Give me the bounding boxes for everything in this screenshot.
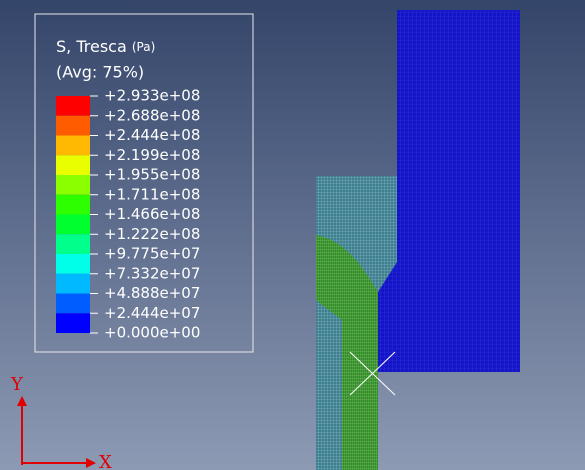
legend-level: +2.199e+08: [104, 146, 200, 164]
legend-unit: (Pa): [132, 40, 155, 54]
legend-level: +0.000e+00: [104, 324, 200, 342]
legend-swatch: [56, 116, 90, 136]
legend-swatch: [56, 96, 90, 116]
legend-level: +9.775e+07: [104, 245, 200, 263]
legend-swatch: [56, 215, 90, 235]
legend-level: +1.955e+08: [104, 166, 200, 184]
legend-swatch: [56, 175, 90, 195]
legend-level: +7.332e+07: [104, 264, 200, 282]
mesh-blue-column: [397, 10, 520, 372]
viewport: S, Tresca (Pa) (Avg: 75%) +2.933e+08+2.6…: [0, 0, 585, 470]
legend-level: +2.688e+08: [104, 106, 200, 124]
legend-swatch: [56, 136, 90, 156]
legend-swatch: [56, 294, 90, 314]
legend-swatch: [56, 254, 90, 274]
legend-swatch: [56, 313, 90, 333]
legend-swatch: [56, 195, 90, 215]
legend-level: +2.444e+08: [104, 126, 200, 144]
legend-level: +1.222e+08: [104, 225, 200, 243]
legend-level: +1.466e+08: [104, 205, 200, 223]
legend-swatch: [56, 274, 90, 294]
legend-swatch: [56, 234, 90, 254]
legend-level: +1.711e+08: [104, 185, 200, 203]
legend-average: (Avg: 75%): [56, 63, 144, 82]
legend-title-text: S, Tresca: [56, 37, 127, 56]
y-label: Y: [10, 374, 24, 395]
legend-level: +4.888e+07: [104, 284, 200, 302]
legend-swatch: [56, 155, 90, 175]
legend-level: +2.444e+07: [104, 304, 200, 322]
x-label: X: [99, 452, 112, 470]
legend-level: +2.933e+08: [104, 87, 200, 105]
legend-title: S, Tresca (Pa): [56, 37, 155, 56]
